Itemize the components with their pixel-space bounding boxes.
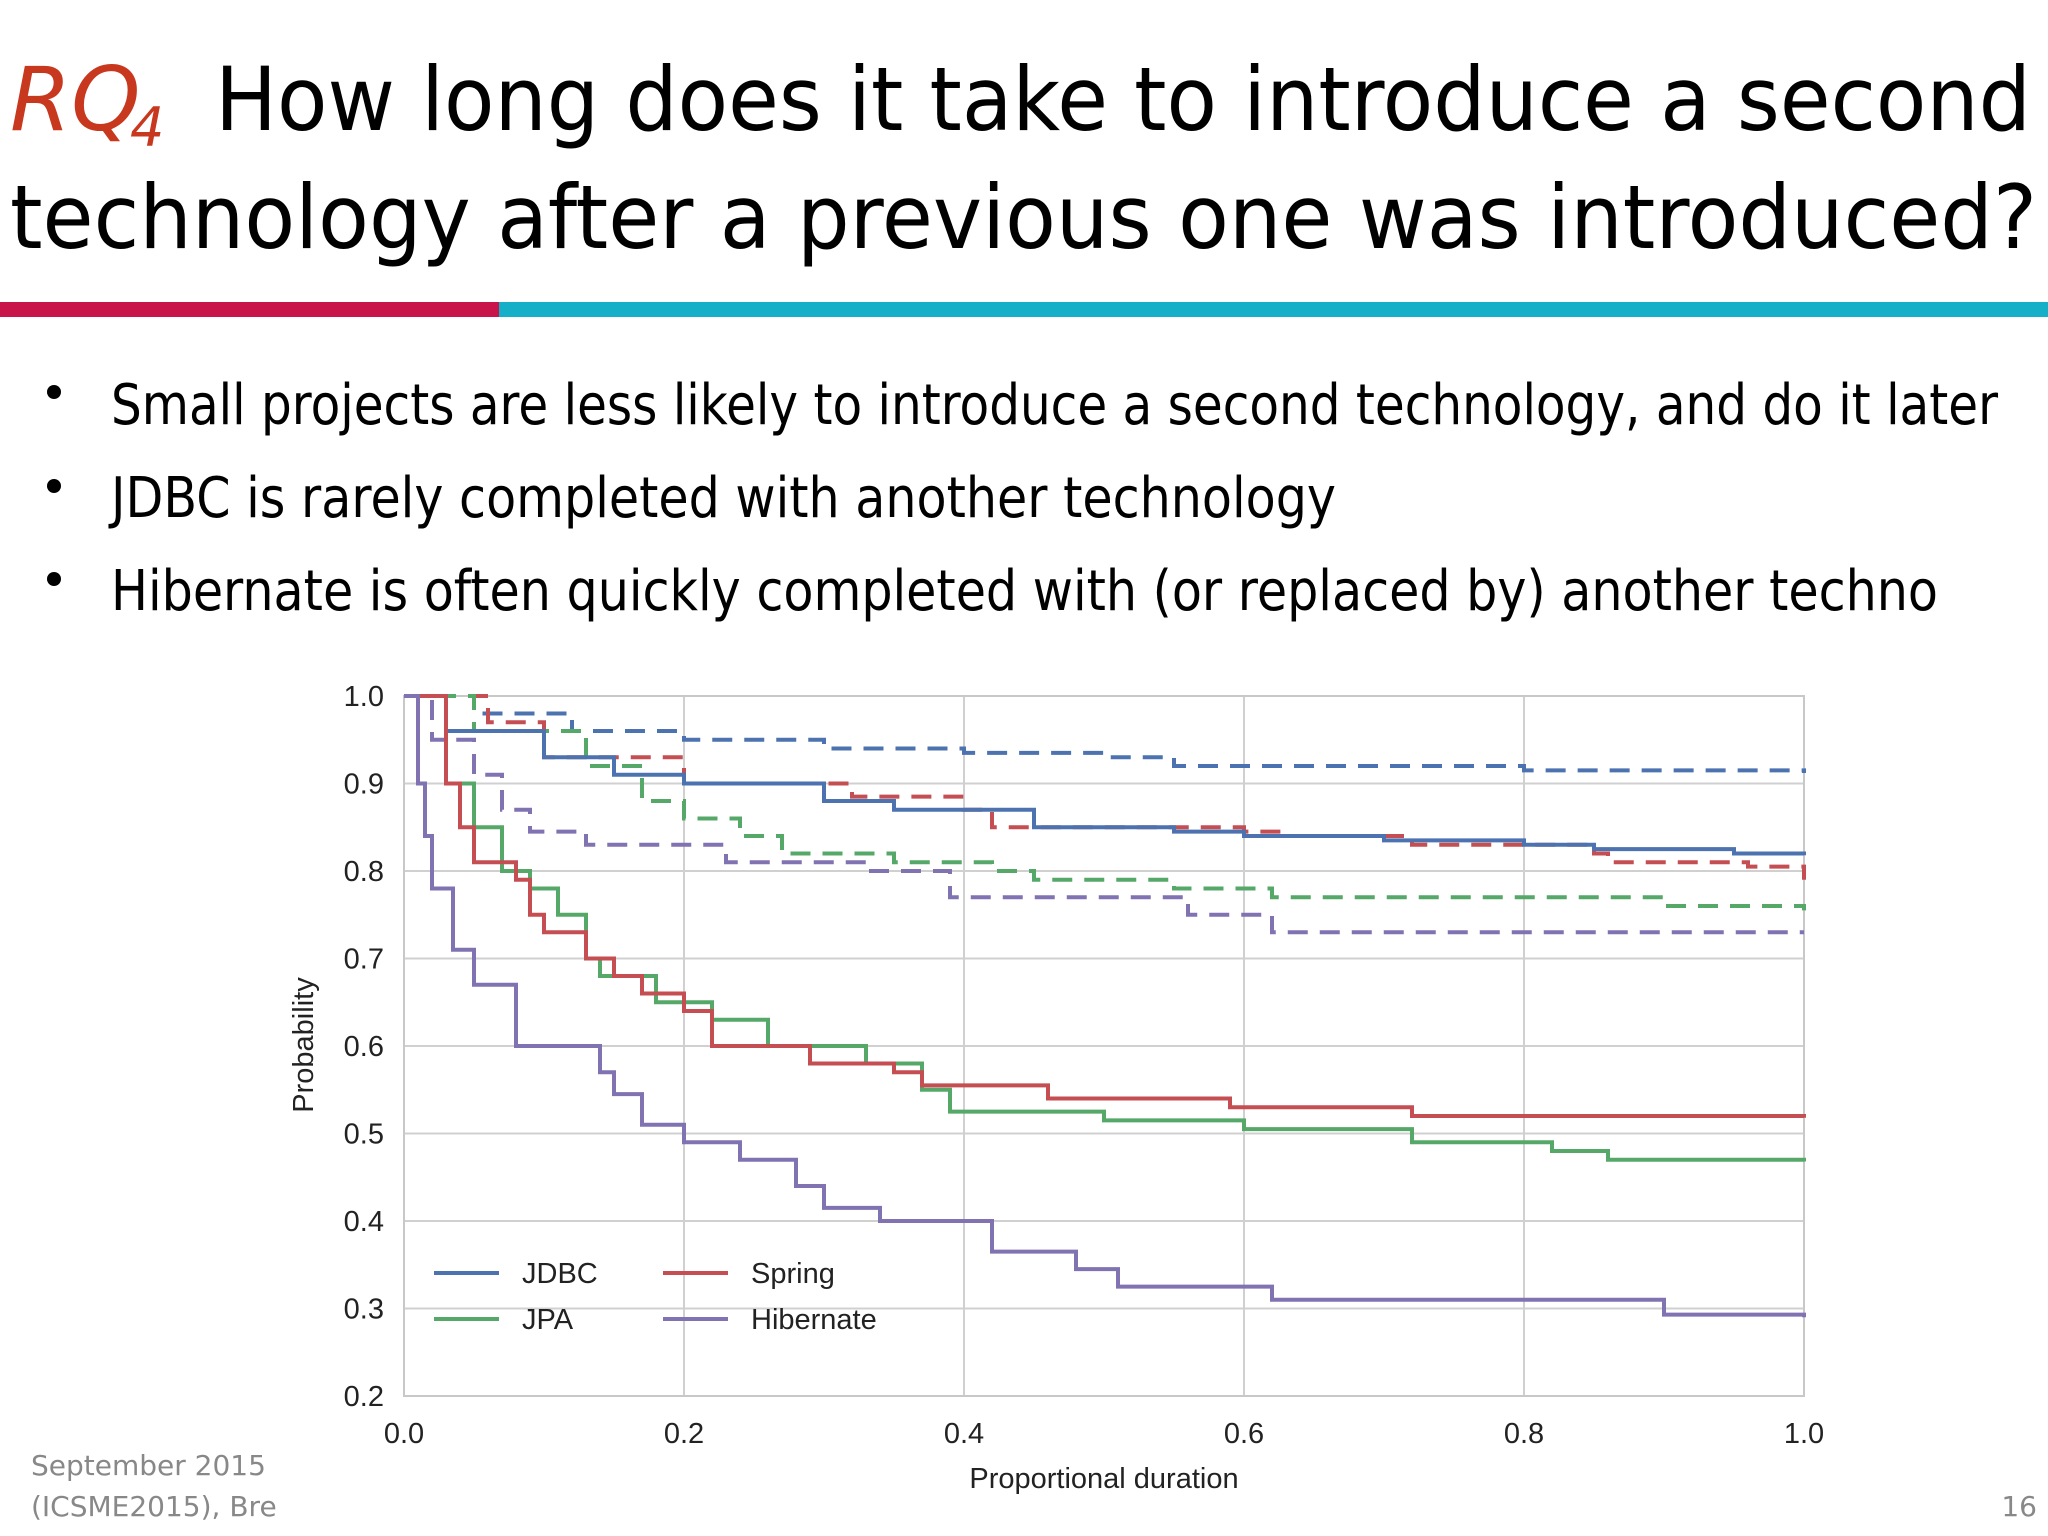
bullet-text: JDBC is rarely completed with another te… <box>108 466 1336 531</box>
footer-venue: (ICSME2015), Bre <box>31 1490 277 1523</box>
legend-label: JPA <box>522 1304 574 1336</box>
x-tick-label: 0.8 <box>1504 1418 1544 1450</box>
y-tick-label: 0.7 <box>344 944 384 976</box>
dashed-series-line <box>404 694 1804 935</box>
legend-label: JDBC <box>522 1258 598 1290</box>
rq-subscript: 4 <box>130 96 164 159</box>
y-tick-label: 1.0 <box>344 681 384 713</box>
bullet-text: Hibernate is often quickly completed wit… <box>111 559 1938 624</box>
bullet-text: Small projects are less likely to introd… <box>111 373 1999 438</box>
y-axis-label: Probability <box>288 977 320 1113</box>
series-line <box>404 694 1806 856</box>
legend-label: Hibernate <box>751 1304 877 1336</box>
bullet-dot <box>47 479 61 493</box>
x-tick-label: 0.4 <box>944 1418 984 1450</box>
x-tick-label: 0.0 <box>384 1418 424 1450</box>
dashed-series-line <box>404 694 1806 880</box>
plot-frame <box>403 695 1805 1397</box>
series-line <box>404 694 1806 1118</box>
x-tick-label: 0.6 <box>1224 1418 1264 1450</box>
y-tick-label: 0.3 <box>344 1294 384 1326</box>
accent-bar <box>0 302 499 317</box>
y-tick-label: 0.5 <box>344 1119 384 1151</box>
page-number: 16 <box>2001 1490 2037 1523</box>
y-tick-label: 0.9 <box>344 769 384 801</box>
x-tick-label: 0.2 <box>664 1418 704 1450</box>
bullet-dot <box>47 385 61 399</box>
dashed-series-line <box>404 694 1806 911</box>
legend-label: Spring <box>751 1258 835 1290</box>
footer-date: September 2015 <box>31 1449 266 1482</box>
bullet-dot <box>47 572 61 586</box>
series-line <box>404 694 1806 1162</box>
rq-label: RQ <box>10 48 140 151</box>
y-tick-label: 0.6 <box>344 1031 384 1063</box>
title-line: technology after a previous one was intr… <box>10 166 2037 269</box>
y-tick-label: 0.8 <box>344 856 384 888</box>
y-tick-label: 0.2 <box>344 1381 384 1413</box>
title-line: How long does it take to introduce a sec… <box>215 48 2031 151</box>
dashed-series-line <box>404 694 1806 773</box>
x-axis-label: Proportional duration <box>969 1463 1238 1495</box>
series-line <box>404 694 1806 1318</box>
y-tick-label: 0.4 <box>344 1206 384 1238</box>
accent-bar <box>499 302 2048 317</box>
x-tick-label: 1.0 <box>1784 1418 1824 1450</box>
